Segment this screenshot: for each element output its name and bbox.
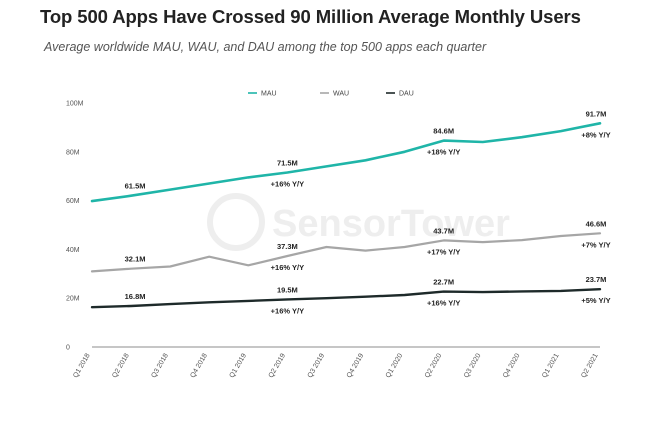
x-tick-label: Q1 2020 bbox=[385, 352, 405, 379]
data-label-wau: 37.3M bbox=[277, 242, 298, 251]
y-tick-label: 100M bbox=[66, 101, 84, 108]
x-tick-label: Q3 2018 bbox=[150, 352, 170, 379]
chart-title: Top 500 Apps Have Crossed 90 Million Ave… bbox=[40, 6, 581, 27]
x-tick-label: Q2 2020 bbox=[424, 352, 444, 379]
data-label-dau: 22.7M bbox=[433, 278, 454, 287]
x-tick-label: Q4 2019 bbox=[346, 352, 366, 379]
x-tick-label: Q1 2019 bbox=[229, 352, 249, 379]
growth-annotation-mau: +16% Y/Y bbox=[271, 180, 304, 189]
data-label-mau: 91.7M bbox=[586, 109, 607, 118]
series-line-mau bbox=[90, 122, 602, 203]
data-label-wau: 46.6M bbox=[586, 219, 607, 228]
y-tick-label: 0 bbox=[66, 345, 70, 352]
series-line-dau bbox=[90, 288, 602, 309]
data-label-layer: 61.5M 71.5M 84.6M 91.7M +16% Y/Y +18% Y/Y +8% … bbox=[125, 109, 611, 315]
growth-annotation-dau: +16% Y/Y bbox=[427, 299, 460, 308]
x-tick-label: Q4 2018 bbox=[189, 352, 209, 379]
growth-annotation-dau: +5% Y/Y bbox=[581, 296, 610, 305]
watermark: SensorTower bbox=[207, 193, 510, 251]
data-label-wau: 32.1M bbox=[125, 255, 146, 264]
x-tick-label: Q4 2020 bbox=[502, 352, 522, 379]
x-tick-label: Q2 2019 bbox=[268, 352, 288, 379]
x-tick-label: Q2 2018 bbox=[111, 352, 131, 379]
growth-annotation-mau: +18% Y/Y bbox=[427, 148, 460, 157]
data-label-wau: 43.7M bbox=[433, 226, 454, 235]
legend-label-mau: MAU bbox=[261, 91, 277, 98]
data-label-dau: 19.5M bbox=[277, 285, 298, 294]
series-layer bbox=[90, 122, 602, 309]
growth-annotation-wau: +17% Y/Y bbox=[427, 247, 460, 256]
chart-subtitle: Average worldwide MAU, WAU, and DAU amon… bbox=[44, 40, 487, 54]
legend: MAU WAU DAU bbox=[248, 91, 414, 98]
x-tick-label: Q3 2020 bbox=[463, 352, 483, 379]
data-label-mau: 61.5M bbox=[125, 182, 146, 191]
watermark-logo-icon bbox=[207, 193, 265, 251]
x-tick-label: Q3 2019 bbox=[307, 352, 327, 379]
data-label-mau: 84.6M bbox=[433, 127, 454, 136]
x-tick-label: Q1 2021 bbox=[541, 352, 561, 379]
x-tick-label: Q2 2021 bbox=[580, 352, 600, 379]
x-tick-label: Q1 2018 bbox=[72, 352, 92, 379]
growth-annotation-wau: +7% Y/Y bbox=[581, 240, 610, 249]
y-tick-label: 60M bbox=[66, 198, 80, 205]
series-line-wau bbox=[90, 232, 602, 273]
legend-label-dau: DAU bbox=[399, 91, 414, 98]
growth-annotation-wau: +16% Y/Y bbox=[271, 263, 304, 272]
legend-label-wau: WAU bbox=[333, 91, 349, 98]
y-tick-label: 80M bbox=[66, 149, 80, 156]
data-label-dau: 23.7M bbox=[586, 275, 607, 284]
growth-annotation-mau: +8% Y/Y bbox=[581, 130, 610, 139]
data-label-dau: 16.8M bbox=[125, 292, 146, 301]
watermark-text: SensorTower bbox=[272, 203, 510, 245]
y-tick-label: 40M bbox=[66, 247, 80, 254]
growth-annotation-dau: +16% Y/Y bbox=[271, 306, 304, 315]
data-label-mau: 71.5M bbox=[277, 159, 298, 168]
y-tick-label: 20M bbox=[66, 296, 80, 303]
